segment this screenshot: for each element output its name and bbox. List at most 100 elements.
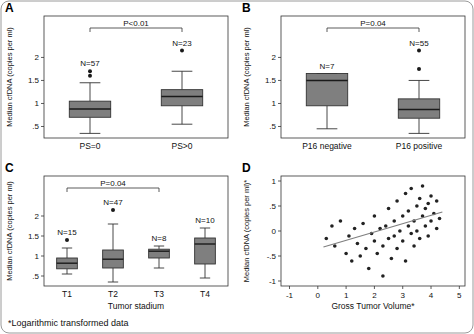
n-label: N=8 (152, 234, 167, 243)
data-area (57, 208, 216, 282)
whisker-cap (80, 133, 101, 134)
point (429, 194, 433, 198)
panel: A.511.52Median cfDNA (copies per ml)PS=0… (5, 1, 228, 151)
whisker (182, 106, 183, 124)
point (330, 224, 334, 228)
point (392, 219, 396, 223)
tick-label: 1 (35, 252, 40, 261)
median-line (398, 109, 439, 110)
point (426, 234, 430, 238)
tick-mark (41, 236, 44, 237)
plot-frame (281, 16, 465, 138)
data-area (69, 49, 202, 134)
point (418, 237, 422, 241)
median-line (149, 250, 170, 251)
category-label: P16 positive (396, 141, 443, 151)
category-label: PS>0 (171, 141, 192, 151)
tick-label: 1 (272, 99, 277, 108)
tick-mark (346, 286, 347, 289)
tick-mark (41, 276, 44, 277)
panel-label: C (5, 161, 14, 175)
tick-label: -1 (269, 277, 277, 286)
outlier (417, 49, 421, 53)
box (161, 90, 202, 106)
tick-mark (374, 286, 375, 289)
annotation: P=0.04 (100, 179, 126, 188)
median-line (306, 80, 347, 81)
tick-label: 0 (272, 227, 277, 236)
point (415, 229, 419, 233)
median-line (195, 243, 216, 244)
point (387, 237, 391, 241)
tick-mark (317, 286, 318, 289)
point (426, 202, 430, 206)
whisker-cap (409, 133, 430, 134)
tick-label: 3 (400, 291, 405, 300)
tick-mark (431, 286, 432, 289)
outlier (88, 74, 92, 78)
whisker-cap (80, 82, 101, 83)
tick-label: -1 (286, 291, 294, 300)
category-label: T4 (200, 289, 210, 299)
data-area (323, 184, 442, 278)
point (435, 199, 439, 203)
point (395, 247, 399, 251)
n-label: N=15 (57, 228, 77, 237)
tick-label: 2 (35, 53, 40, 62)
point (381, 244, 385, 248)
point (375, 252, 379, 256)
point (438, 217, 442, 221)
whisker-cap (62, 274, 72, 275)
tick-label: 1 (344, 291, 349, 300)
tick-mark (41, 256, 44, 257)
tick-label: 1.5 (28, 76, 40, 85)
point (373, 214, 377, 218)
point (429, 219, 433, 223)
box (69, 101, 110, 117)
box (149, 249, 170, 258)
tick-mark (278, 126, 281, 127)
point (392, 234, 396, 238)
panel-label: D (242, 161, 251, 175)
point (361, 222, 365, 226)
n-label: N=57 (80, 59, 100, 68)
n-label: N=7 (320, 62, 335, 71)
tick-label: .5 (32, 122, 39, 131)
significance-bracket (90, 28, 182, 32)
figure: A.511.52Median cfDNA (copies per ml)PS=0… (0, 0, 474, 334)
annotation: P<0.01 (123, 19, 149, 28)
whisker (113, 224, 114, 250)
y-axis-label: Median cfDNA (copies per ml)* (242, 180, 251, 283)
whisker (159, 258, 160, 268)
whisker (159, 246, 160, 249)
point (364, 247, 368, 251)
outlier (111, 208, 115, 212)
whisker-cap (200, 278, 210, 279)
whisker (182, 71, 183, 89)
tick-mark (278, 206, 281, 207)
tick-label: 2 (35, 212, 40, 221)
tick-mark (289, 286, 290, 289)
median-line (57, 263, 78, 264)
tick-mark (41, 80, 44, 81)
y-axis-label: Median cfDNA (copies per ml) (5, 181, 14, 281)
tick-mark (459, 286, 460, 289)
whisker-cap (172, 124, 193, 125)
point (390, 257, 394, 261)
plot-frame (44, 16, 228, 138)
category-label: T1 (62, 289, 72, 299)
tick-label: 1 (35, 99, 40, 108)
whisker-cap (317, 128, 338, 129)
point (409, 187, 413, 191)
point (373, 239, 377, 243)
tick-mark (278, 256, 281, 257)
box (306, 74, 347, 106)
point (401, 239, 405, 243)
tick-label: 2 (372, 291, 377, 300)
point (384, 224, 388, 228)
outlier (65, 238, 69, 242)
point (356, 242, 360, 246)
outlier (417, 67, 421, 71)
tick-mark (278, 281, 281, 282)
whisker (419, 80, 420, 98)
